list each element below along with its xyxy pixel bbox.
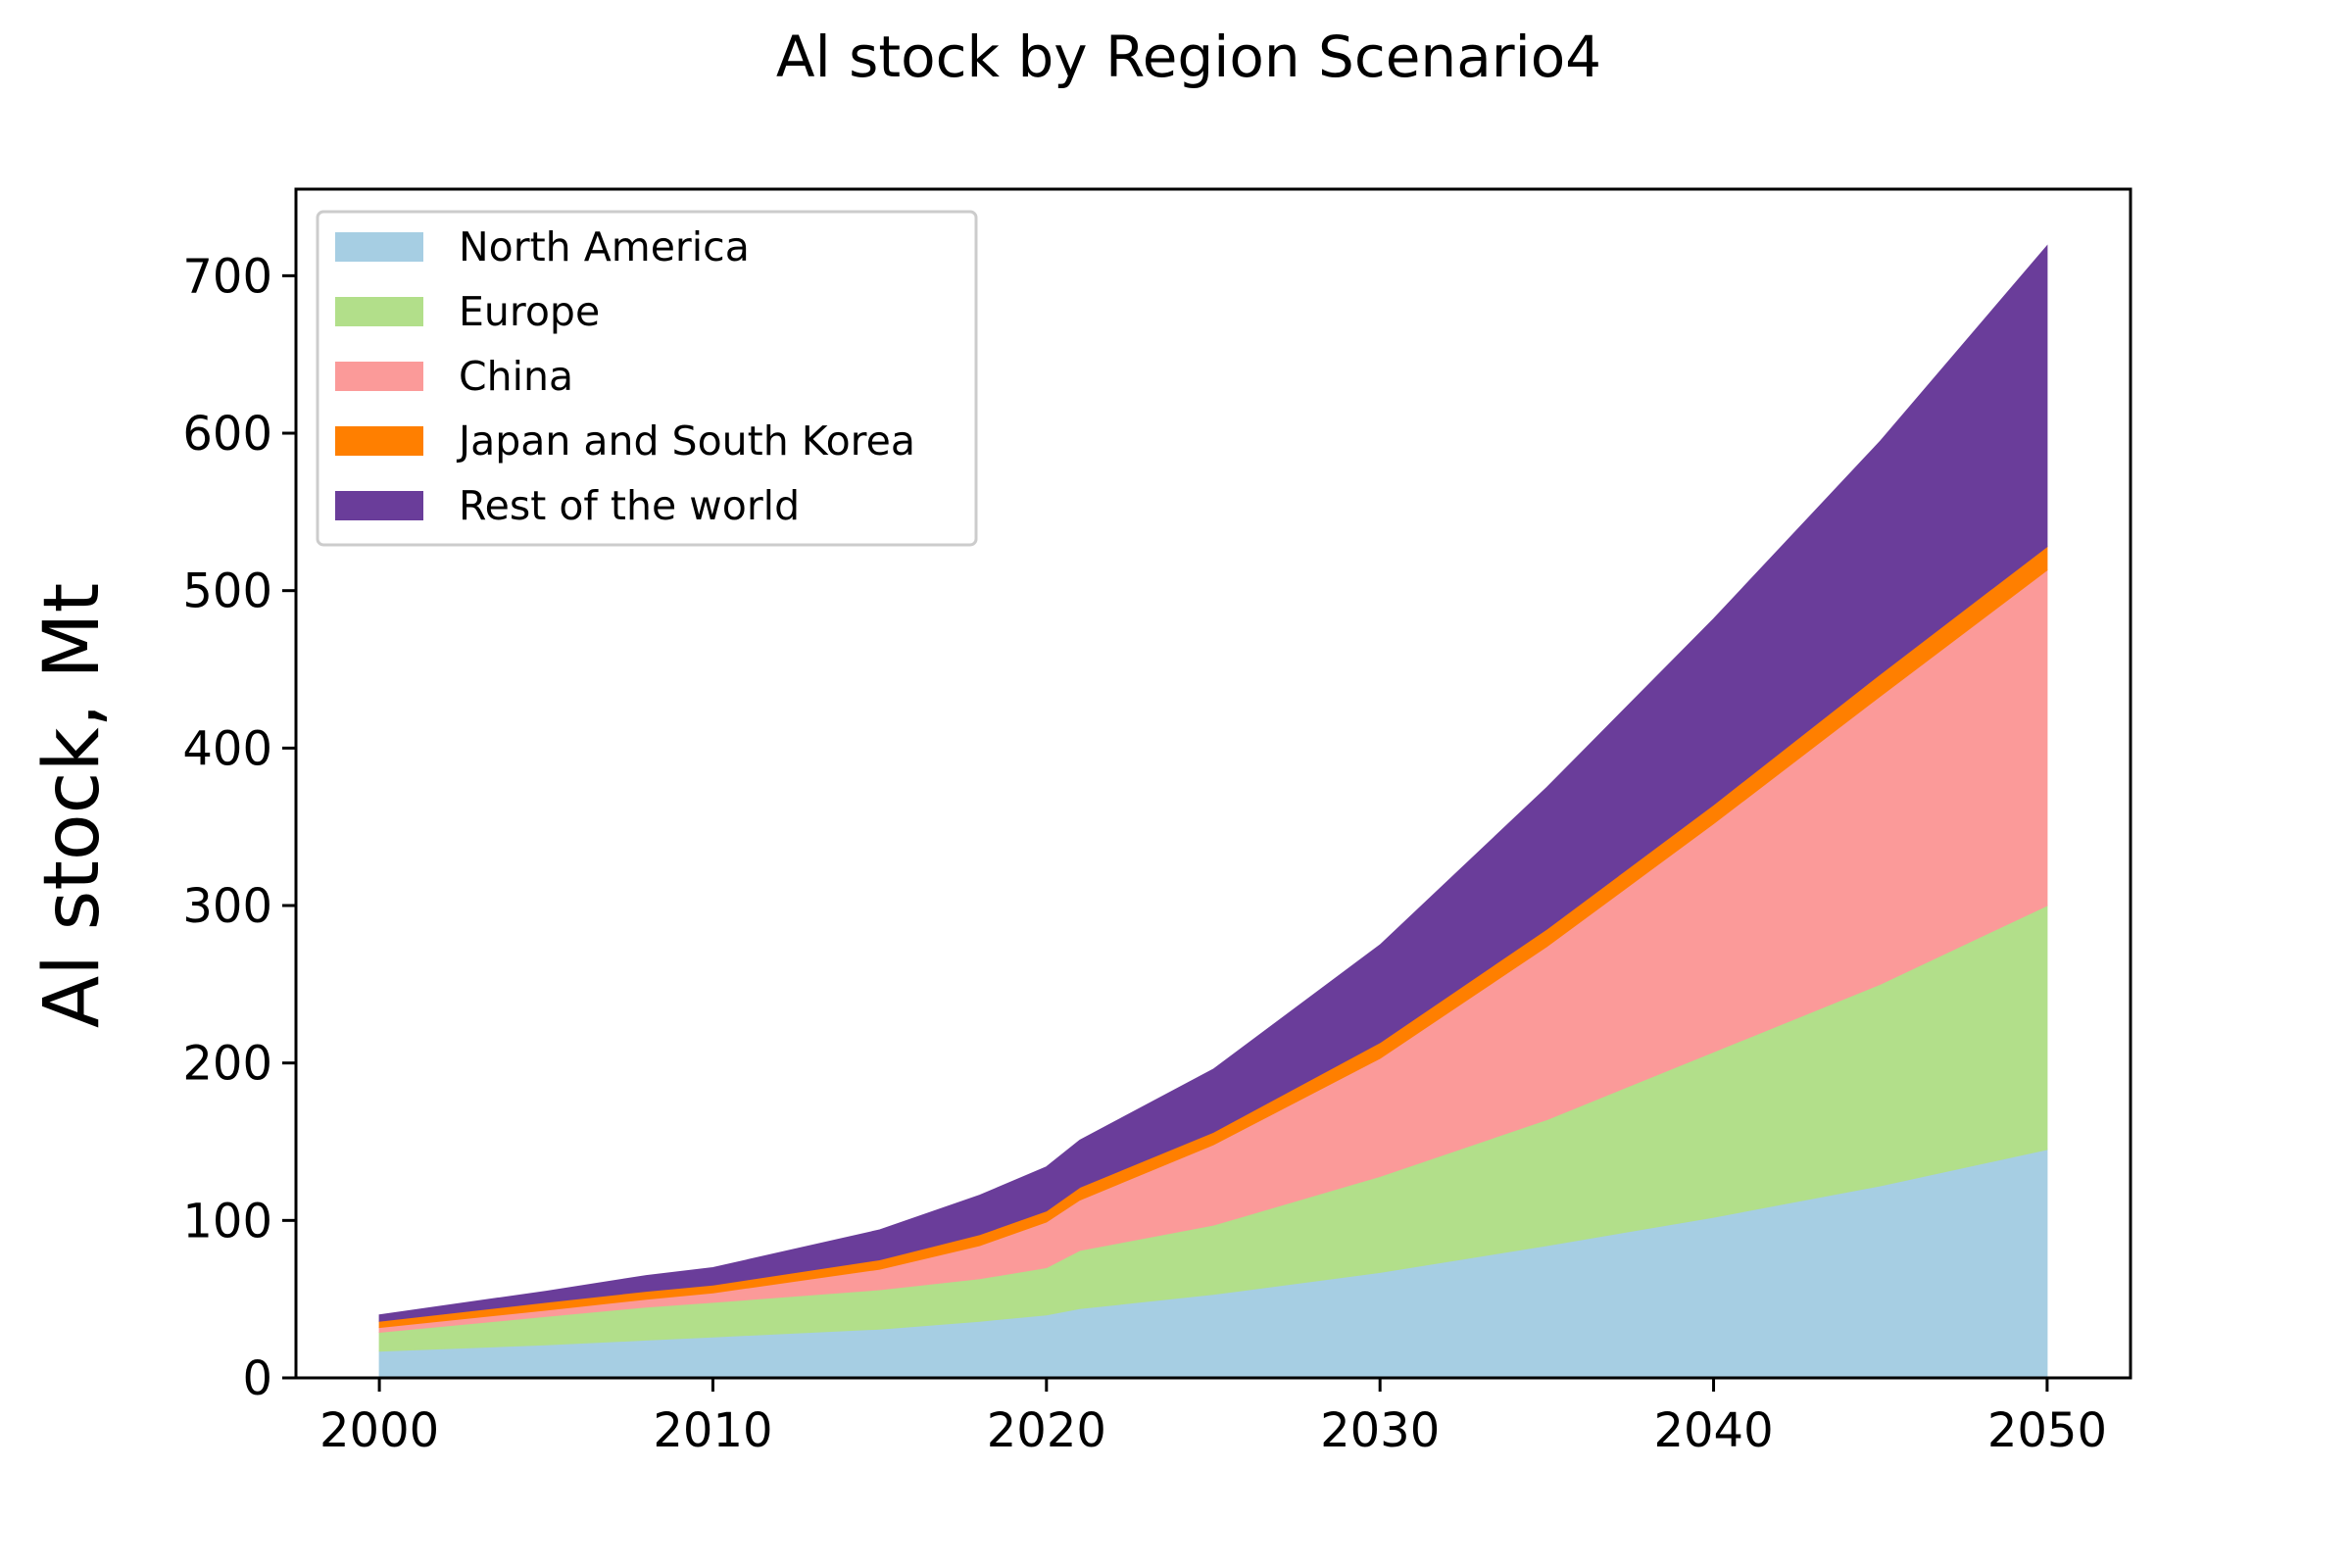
legend-swatch-rest-of-the-world xyxy=(335,491,423,520)
y-tick-label: 300 xyxy=(182,879,272,934)
legend-label-rest-of-the-world: Rest of the world xyxy=(459,482,800,529)
legend-label-north-america: North America xyxy=(459,223,750,270)
x-tick-label: 2050 xyxy=(1987,1403,2107,1458)
x-tick-label: 2010 xyxy=(653,1403,772,1458)
y-tick-label: 600 xyxy=(182,407,272,462)
legend: North America Europe China Japan and South … xyxy=(316,210,978,547)
y-axis: 0 100 200 300 400 500 600 700 xyxy=(182,249,296,1406)
y-tick-label: 500 xyxy=(182,564,272,619)
y-tick-label: 0 xyxy=(242,1351,272,1406)
legend-label-china: China xyxy=(459,353,573,400)
x-tick-label: 2000 xyxy=(319,1403,439,1458)
x-axis: 2000 2010 2020 2030 2040 2050 xyxy=(319,1378,2107,1458)
legend-swatch-north-america xyxy=(335,232,423,262)
y-axis-label: Al stock, Mt xyxy=(28,583,117,1028)
x-tick-label: 2040 xyxy=(1653,1403,1773,1458)
plot-frame xyxy=(294,187,2132,1380)
legend-label-europe: Europe xyxy=(459,288,600,335)
x-tick-label: 2030 xyxy=(1320,1403,1440,1458)
legend-label-japan-and-south-korea: Japan and South Korea xyxy=(456,417,915,465)
legend-box xyxy=(316,210,978,547)
chart-title: Al stock by Region Scenario4 xyxy=(776,24,1601,90)
x-tick-label: 2020 xyxy=(987,1403,1106,1458)
y-tick-label: 700 xyxy=(182,249,272,304)
legend-swatch-china xyxy=(335,362,423,391)
legend-swatch-europe xyxy=(335,297,423,326)
y-tick-label: 200 xyxy=(182,1037,272,1092)
y-tick-label: 100 xyxy=(182,1194,272,1249)
legend-swatch-japan-and-south-korea xyxy=(335,426,423,456)
area-rest-of-the-world xyxy=(378,244,2048,1322)
y-tick-label: 400 xyxy=(182,721,272,776)
area-series-group xyxy=(378,244,2048,1379)
